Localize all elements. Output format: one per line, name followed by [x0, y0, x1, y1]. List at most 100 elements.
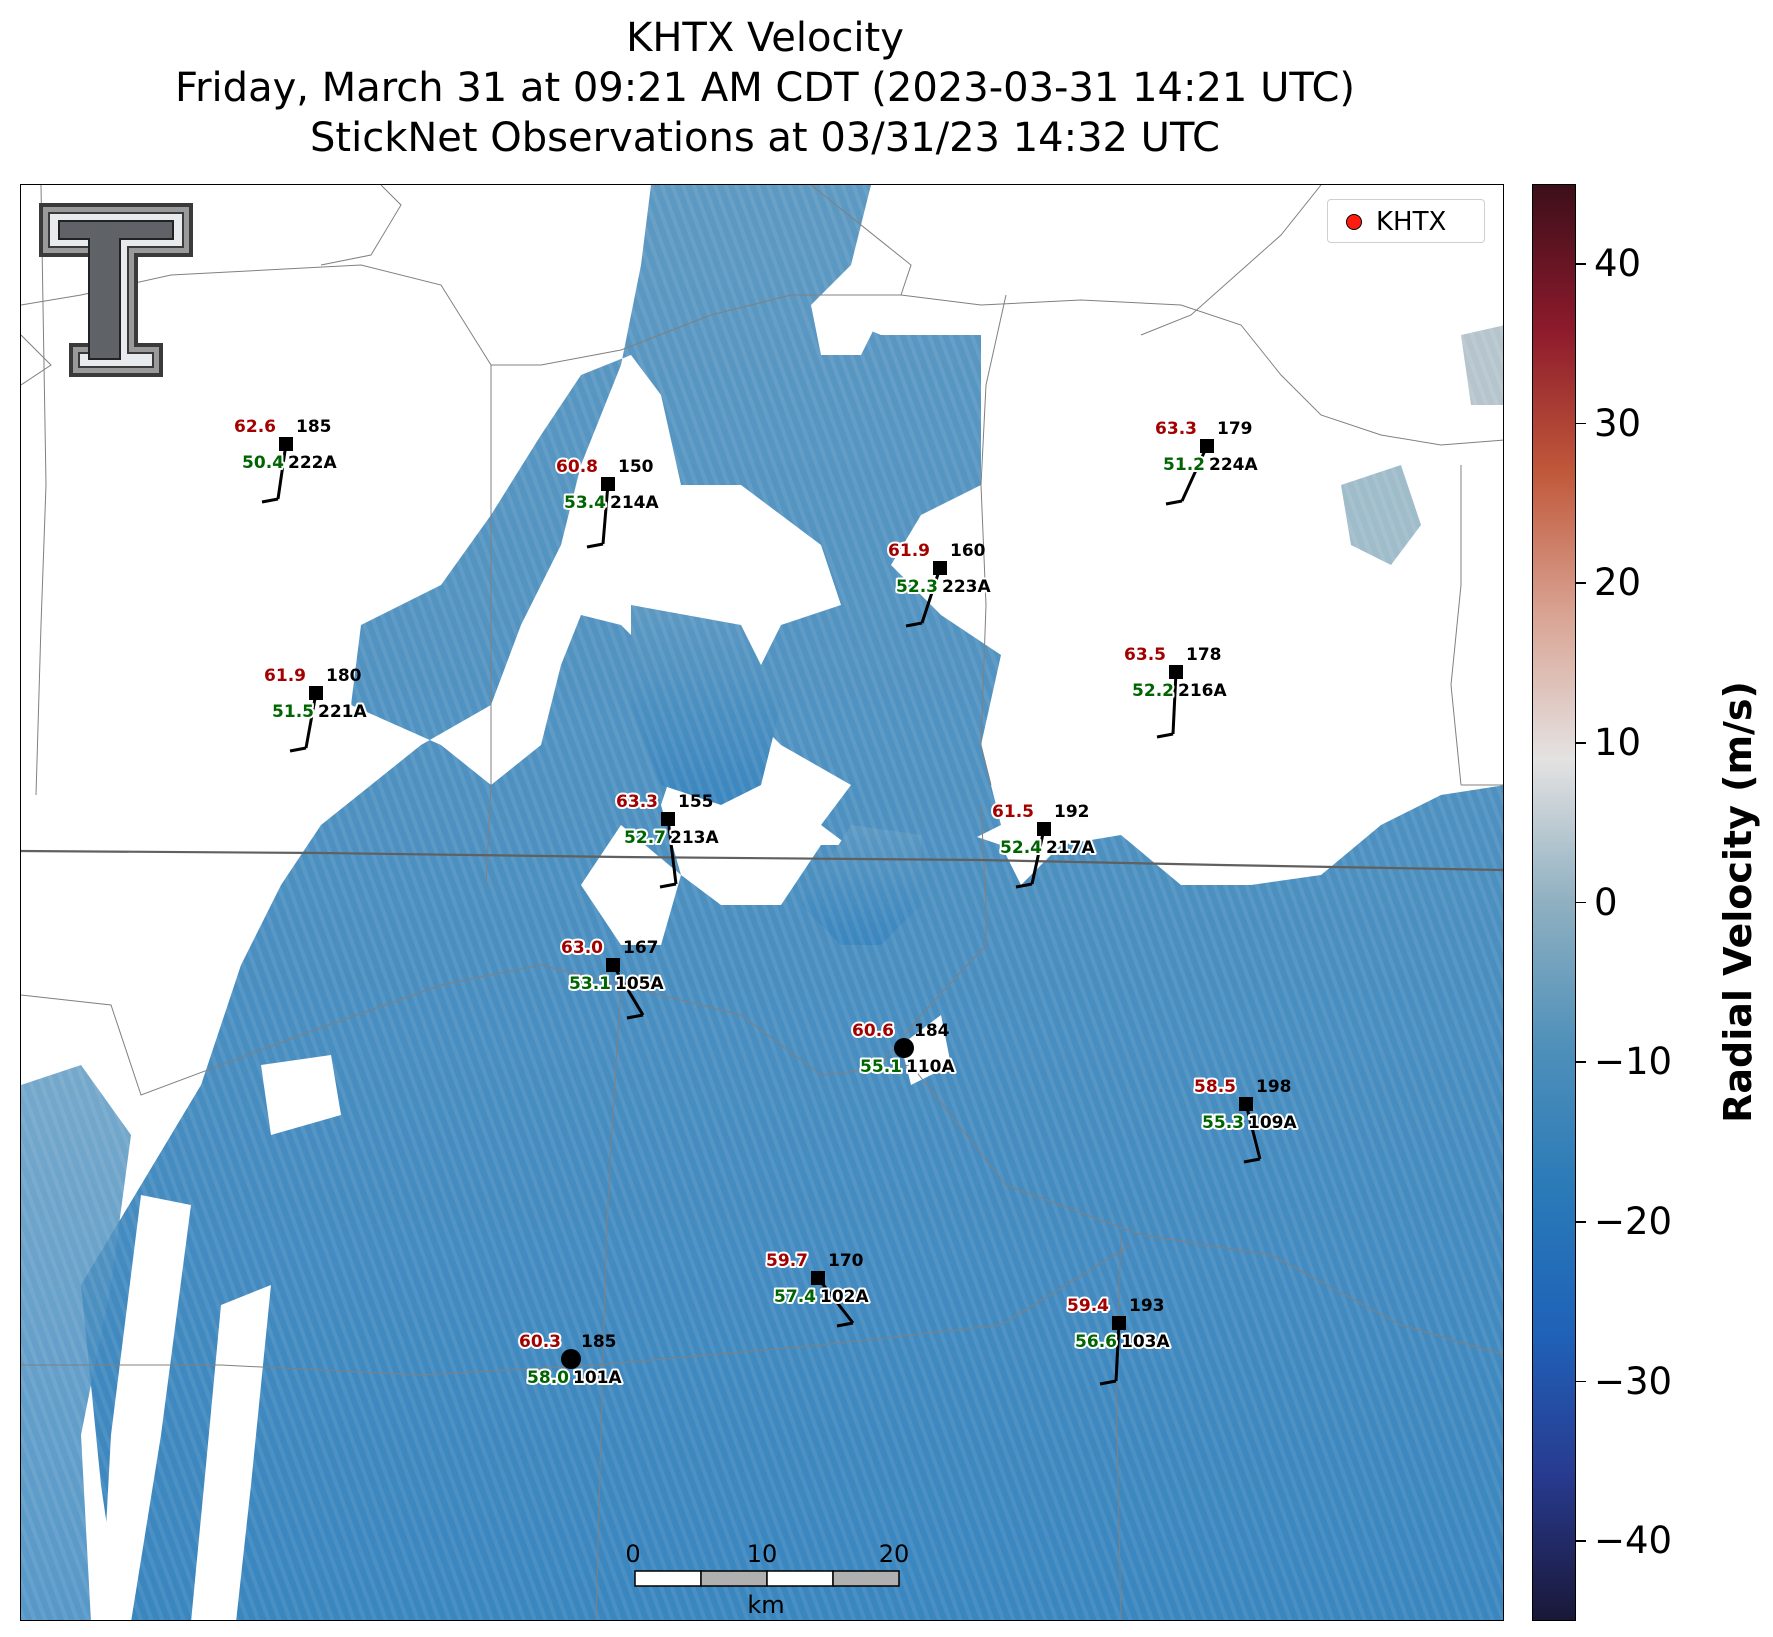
wind-barb	[1180, 445, 1209, 502]
station-id: 102A	[820, 1287, 869, 1307]
station-222A[interactable]: 62.6 185 50.4 222A	[232, 415, 339, 504]
station-direction: 185	[581, 1332, 617, 1352]
station-green-value: 55.1	[860, 1057, 902, 1077]
wind-barb	[816, 1277, 855, 1324]
scale-tick-10: 10	[747, 1540, 778, 1568]
station-id: 216A	[1178, 681, 1227, 701]
colorbar-title: Radial Velocity (m/s)	[1716, 681, 1760, 1123]
station-224A[interactable]: 63.3 179 51.2 224A	[1153, 417, 1260, 506]
station-marker[interactable]	[811, 1271, 825, 1285]
station-direction: 185	[296, 417, 332, 437]
station-green-value: 57.4	[774, 1287, 816, 1307]
wind-barb	[1244, 1103, 1262, 1160]
colorbar-tick-mark	[1576, 901, 1586, 904]
station-id: 223A	[942, 577, 991, 597]
station-marker[interactable]	[894, 1038, 914, 1058]
colorbar-tick-label: 40	[1594, 241, 1642, 285]
wind-barb-flag	[659, 882, 677, 889]
station-221A[interactable]: 61.9 180 51.5 221A	[262, 664, 369, 753]
station-red-value: 61.9	[264, 666, 306, 686]
station-green-value: 55.3	[1202, 1113, 1244, 1133]
station-101A[interactable]: 60.3 185 58.0 101A	[517, 1330, 624, 1390]
colorbar-tick-label: 10	[1594, 720, 1642, 764]
station-direction: 179	[1217, 419, 1253, 439]
colorbar	[1532, 184, 1576, 1621]
station-marker[interactable]	[309, 686, 323, 700]
station-id: 105A	[615, 974, 664, 994]
scale-tick-0: 0	[625, 1540, 640, 1568]
colorbar-tick-mark	[1576, 1061, 1586, 1063]
station-direction: 150	[618, 457, 654, 477]
station-marker[interactable]	[1239, 1097, 1253, 1111]
station-green-value: 51.2	[1163, 455, 1205, 475]
scale-tick-20: 20	[879, 1540, 910, 1568]
scale-unit: km	[747, 1591, 784, 1619]
station-green-value: 50.4	[242, 453, 284, 473]
wind-barb-flag	[1099, 1379, 1117, 1386]
wind-barb-flag	[626, 1013, 644, 1020]
station-direction: 160	[950, 541, 986, 561]
state-boundary	[21, 849, 1503, 872]
station-marker[interactable]	[1200, 439, 1214, 453]
station-direction: 192	[1054, 802, 1090, 822]
radar-map[interactable]: 0 10 20 km 62.6 185 50.4 222A 60.8 150 53.4 214…	[20, 184, 1504, 1621]
station-id: 103A	[1121, 1332, 1170, 1352]
station-marker[interactable]	[279, 437, 293, 451]
station-green-value: 53.1	[569, 974, 611, 994]
station-103A[interactable]: 59.4 193 56.6 103A	[1065, 1294, 1172, 1386]
station-marker[interactable]	[606, 958, 620, 972]
station-green-value: 51.5	[272, 702, 314, 722]
station-direction: 170	[828, 1251, 864, 1271]
wind-barb-flag	[836, 1321, 854, 1328]
station-red-value: 63.3	[1155, 419, 1197, 439]
station-214A[interactable]: 60.8 150 53.4 214A	[554, 455, 661, 549]
station-id: 110A	[906, 1057, 955, 1077]
station-direction: 155	[678, 792, 714, 812]
station-id: 101A	[573, 1368, 622, 1388]
station-id: 217A	[1046, 838, 1095, 858]
station-red-value: 61.5	[992, 802, 1034, 822]
colorbar-tick-label: 20	[1594, 561, 1642, 605]
radar-marker-icon	[1346, 214, 1362, 230]
wind-barb-flag	[586, 542, 604, 549]
wind-barb	[304, 692, 318, 749]
title-line-3: StickNet Observations at 03/31/23 14:32 …	[310, 115, 1220, 161]
scale-bar: 0 10 20 km	[625, 1540, 909, 1619]
station-marker[interactable]	[933, 561, 947, 575]
station-marker[interactable]	[661, 812, 675, 826]
wind-barb-flag	[261, 497, 279, 504]
legend-label: KHTX	[1376, 207, 1447, 237]
wind-barb	[920, 567, 942, 624]
wind-barb	[1171, 671, 1178, 735]
station-marker[interactable]	[1112, 1316, 1126, 1330]
colorbar-tick-mark	[1576, 263, 1586, 265]
station-105A[interactable]: 63.0 167 53.1 105A	[559, 936, 666, 1020]
title-line-2: Friday, March 31 at 09:21 AM CDT (2023-0…	[175, 65, 1355, 111]
station-id: 222A	[288, 453, 337, 473]
colorbar-tick-label: 30	[1594, 401, 1642, 445]
colorbar-tick-label: −30	[1594, 1359, 1673, 1403]
station-direction: 178	[1186, 645, 1222, 665]
station-216A[interactable]: 63.5 178 52.2 216A	[1122, 643, 1229, 739]
station-213A[interactable]: 63.3 155 52.7 213A	[614, 790, 721, 889]
station-102A[interactable]: 59.7 170 57.4 102A	[764, 1249, 871, 1328]
colorbar-tick-mark	[1576, 1540, 1586, 1542]
station-marker[interactable]	[601, 477, 615, 491]
station-green-value: 52.4	[1000, 838, 1042, 858]
station-red-value: 61.9	[888, 541, 930, 561]
colorbar-tick-label: 0	[1594, 880, 1618, 924]
station-223A[interactable]: 61.9 160 52.3 223A	[886, 539, 993, 628]
colorbar-tick-mark	[1576, 1221, 1586, 1223]
wind-barb	[601, 483, 610, 545]
colorbar-tick-mark	[1576, 1380, 1586, 1383]
station-marker[interactable]	[1037, 822, 1051, 836]
station-red-value: 62.6	[234, 417, 276, 437]
colorbar-tick-label: −10	[1594, 1040, 1673, 1084]
station-marker[interactable]	[1169, 665, 1183, 679]
station-110A[interactable]: 60.6 184 55.1 110A	[850, 1019, 957, 1079]
colorbar-tick-mark	[1576, 582, 1586, 584]
station-217A[interactable]: 61.5 192 52.4 217A	[990, 800, 1097, 889]
station-marker[interactable]	[561, 1349, 581, 1369]
station-109A[interactable]: 58.5 198 55.3 109A	[1192, 1075, 1299, 1164]
station-green-value: 52.7	[624, 828, 666, 848]
